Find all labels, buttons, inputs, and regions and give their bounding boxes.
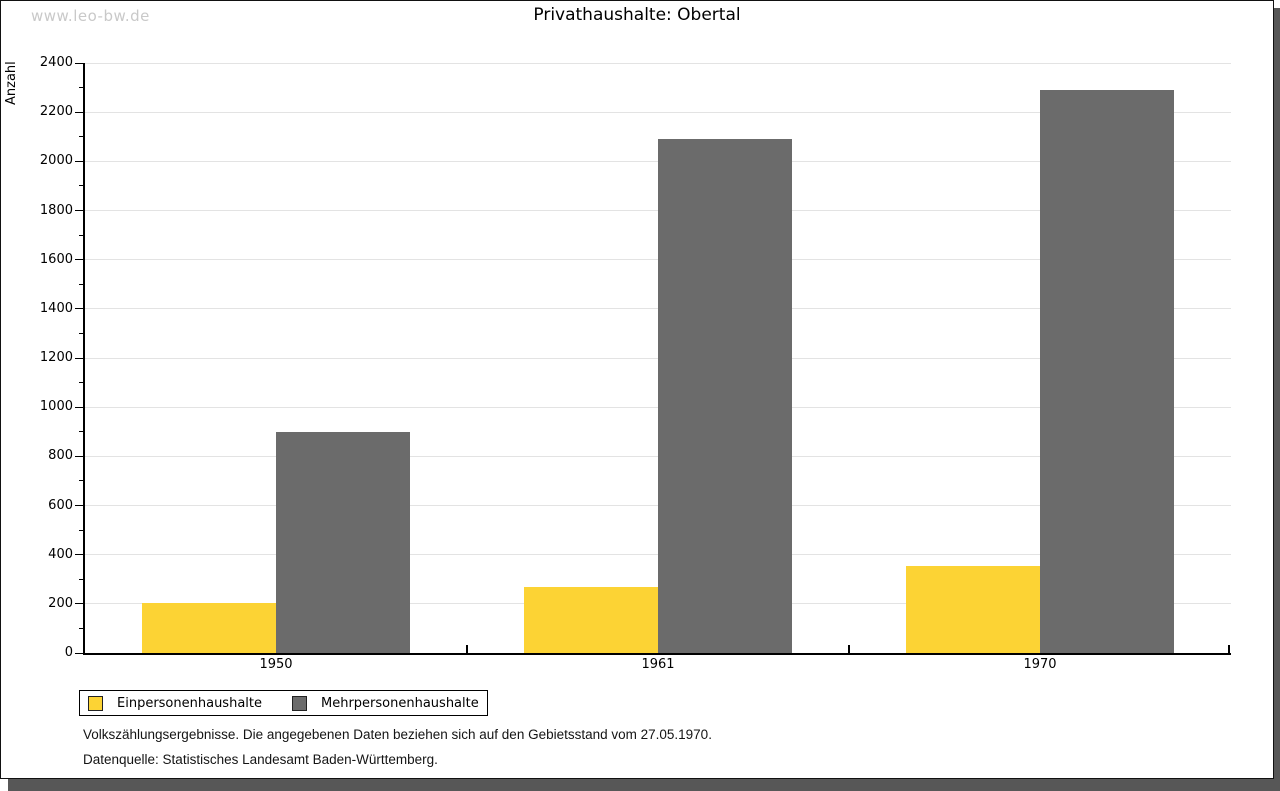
y-major-tick — [75, 505, 83, 506]
y-minor-tick — [79, 185, 83, 187]
legend-label: Einpersonenhaushalte — [117, 695, 262, 711]
y-tick-label: 0 — [64, 645, 73, 660]
legend-item: Mehrpersonenhaushalte — [292, 695, 479, 711]
y-tick-label: 1000 — [39, 399, 73, 415]
y-minor-tick — [79, 431, 83, 433]
bar-1961-einpersonen — [524, 586, 658, 653]
y-minor-tick — [79, 136, 83, 138]
bar-1970-mehrpersonen — [1040, 90, 1174, 653]
y-minor-tick — [79, 578, 83, 580]
y-major-tick — [75, 308, 83, 310]
y-major-tick — [75, 603, 83, 605]
y-minor-tick — [79, 332, 83, 334]
x-tick-label: 1970 — [1023, 657, 1057, 672]
page-shadow-bottom — [8, 779, 1274, 791]
legend: Einpersonenhaushalte Mehrpersonenhaushalt… — [79, 690, 488, 716]
bar-1950-einpersonen — [142, 602, 276, 653]
y-tick-label: 1600 — [39, 251, 73, 267]
plot-area: 0 200 400 600 800 1000 1200 1400 1600 1800 2000 220… — [40, 55, 1231, 672]
y-major-tick — [75, 160, 83, 162]
x-boundary-tick — [1228, 645, 1230, 653]
bar-1970-einpersonen — [906, 565, 1040, 653]
y-major-tick — [75, 406, 83, 408]
footnote-source-note: Volkszählungsergebnisse. Die angegebenen… — [83, 727, 712, 742]
y-major-tick — [75, 62, 83, 64]
y-major-tick — [75, 259, 83, 261]
y-minor-tick — [79, 87, 83, 89]
legend-label: Mehrpersonenhaushalte — [321, 695, 479, 711]
y-major-tick — [75, 652, 83, 654]
x-boundary-tick — [466, 645, 468, 653]
y-tick-label: 2200 — [39, 104, 73, 120]
y-minor-tick — [79, 382, 83, 384]
y-minor-tick — [79, 480, 83, 482]
legend-swatch-icon — [292, 695, 307, 711]
legend-swatch-icon — [88, 695, 103, 711]
y-minor-tick — [79, 234, 83, 236]
y-minor-tick — [79, 283, 83, 285]
gridline — [85, 111, 1231, 113]
y-tick-label: 200 — [48, 595, 73, 611]
legend-item: Einpersonenhaushalte — [88, 695, 262, 711]
y-tick-label: 2400 — [39, 55, 73, 70]
x-boundary-tick — [848, 645, 850, 653]
y-major-tick — [75, 357, 83, 359]
page-shadow-right — [1274, 8, 1280, 791]
x-tick-label: 1961 — [641, 657, 675, 672]
y-tick-label: 400 — [48, 546, 73, 562]
y-tick-label: 1400 — [39, 300, 73, 316]
y-minor-tick — [79, 627, 83, 629]
bar-1961-mehrpersonen — [658, 139, 792, 653]
y-minor-tick — [79, 529, 83, 531]
y-major-tick — [75, 111, 83, 113]
x-tick-label: 1950 — [259, 657, 293, 672]
y-major-tick — [75, 210, 83, 211]
y-axis-label: Anzahl — [4, 61, 19, 105]
y-tick-label: 1800 — [39, 202, 73, 218]
y-tick-label: 1200 — [39, 350, 73, 365]
y-major-tick — [75, 455, 83, 457]
y-major-tick — [75, 554, 83, 556]
bar-1950-mehrpersonen — [276, 431, 410, 653]
watermark: www.leo-bw.de — [31, 7, 150, 25]
y-tick-label: 600 — [48, 497, 73, 513]
chart-title: Privathaushalte: Obertal — [533, 5, 741, 25]
gridline — [85, 62, 1231, 64]
y-tick-label: 800 — [48, 448, 73, 464]
footnote-data-source: Datenquelle: Statistisches Landesamt Bad… — [83, 752, 438, 767]
y-tick-label: 2000 — [39, 153, 73, 169]
